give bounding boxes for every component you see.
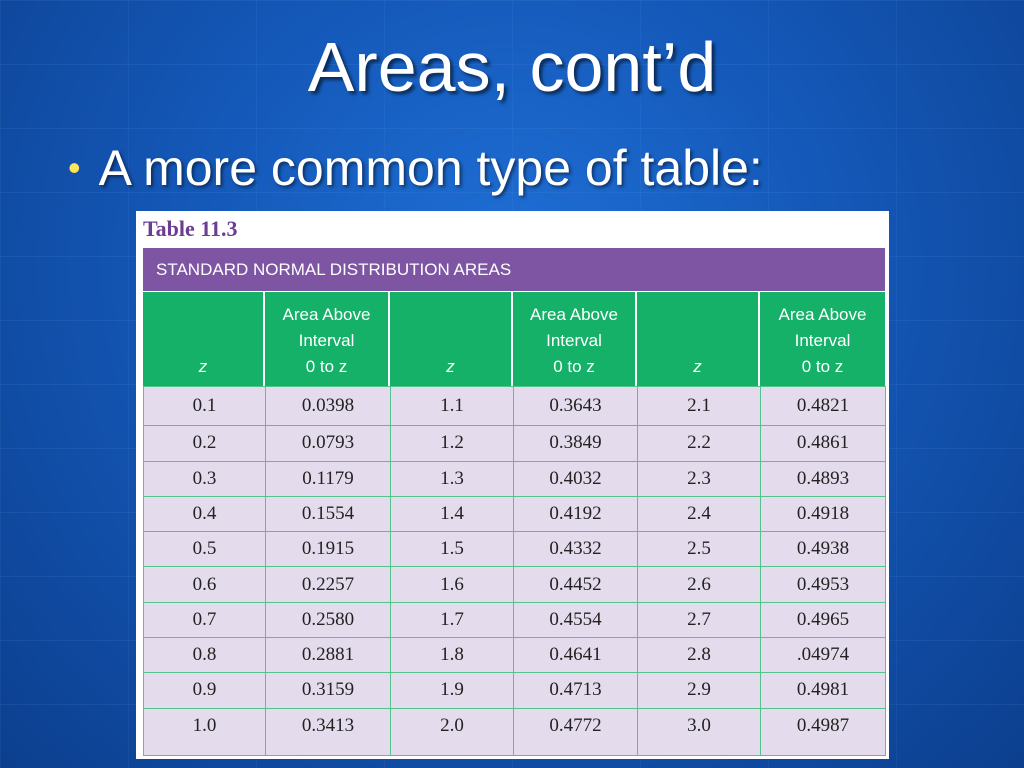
cell-area: 0.4772 (513, 707, 638, 757)
cell-area: 0.3413 (265, 707, 391, 757)
header-area: Area Above Interval 0 to z (265, 292, 390, 386)
slide-title: Areas, cont’d (307, 28, 717, 106)
cell-z: 2.0 (390, 707, 514, 757)
cell-z: 1.5 (390, 531, 514, 568)
cell-z: 2.3 (637, 460, 761, 497)
cell-z: 2.5 (637, 531, 761, 568)
cell-area: 0.4965 (760, 601, 886, 639)
distribution-table: 0.1 0.0398 1.1 0.3643 2.1 0.4821 0.2 0.0793 1.2 0… (143, 385, 886, 757)
table-row: 0.8 0.2881 1.8 0.4641 2.8.04974 (143, 636, 886, 674)
cell-z: 0.8 (143, 636, 266, 674)
table-row: 0.7 0.2580 1.7 0.4554 2.7 0.4965 (143, 601, 886, 639)
cell-z: 2.9 (637, 672, 761, 709)
cell-area: 0.4953 (760, 566, 886, 603)
cell-area: 0.2881 (265, 636, 391, 674)
header-area: Area Above Interval 0 to z (760, 292, 885, 386)
cell-z: 2.4 (637, 495, 761, 533)
cell-z: 1.3 (390, 460, 514, 497)
table-body: 0.1 0.0398 1.1 0.3643 2.1 0.4821 0.2 0.0793 1.2 0… (143, 385, 886, 757)
cell-area: 0.4452 (513, 566, 638, 603)
cell-z: 2.1 (637, 385, 761, 427)
table-row: 0.4 0.1554 1.4 0.4192 2.4 0.4918 (143, 495, 886, 533)
cell-z: 0.9 (143, 672, 266, 709)
cell-z: 3.0 (637, 707, 761, 757)
cell-z: 2.6 (637, 566, 761, 603)
header-z: z (143, 292, 265, 386)
cell-z: 1.8 (390, 636, 514, 674)
cell-area: 0.4981 (760, 672, 886, 709)
cell-area: 0.4987 (760, 707, 886, 757)
cell-area: 0.4554 (513, 601, 638, 639)
cell-area: 0.2580 (265, 601, 391, 639)
table-row: 0.5 0.1915 1.5 0.4332 2.5 0.4938 (143, 531, 886, 568)
cell-z: 2.7 (637, 601, 761, 639)
cell-area: 0.1179 (265, 460, 391, 497)
cell-z: 1.9 (390, 672, 514, 709)
cell-area: 0.1915 (265, 531, 391, 568)
table-row: 0.6 0.2257 1.6 0.4452 2.6 0.4953 (143, 566, 886, 603)
cell-area: 0.4713 (513, 672, 638, 709)
bullet-text: A more common type of table: (98, 140, 763, 196)
cell-area: 0.4192 (513, 495, 638, 533)
cell-z: 1.2 (390, 425, 514, 462)
cell-z: 0.2 (143, 425, 266, 462)
cell-area: 0.4641 (513, 636, 638, 674)
cell-z: 0.6 (143, 566, 266, 603)
cell-area: 0.4893 (760, 460, 886, 497)
cell-area: .04974 (760, 636, 886, 674)
cell-area: 0.4332 (513, 531, 638, 568)
cell-area: 0.3849 (513, 425, 638, 462)
table-row: 0.1 0.0398 1.1 0.3643 2.1 0.4821 (143, 385, 886, 427)
cell-area: 0.0398 (265, 385, 391, 427)
table-caption: Table 11.3 (143, 216, 238, 241)
cell-z: 1.7 (390, 601, 514, 639)
header-area: Area Above Interval 0 to z (513, 292, 637, 386)
cell-area: 0.2257 (265, 566, 391, 603)
table-row: 0.3 0.1179 1.3 0.4032 2.3 0.4893 (143, 460, 886, 497)
table-header-row: z Area Above Interval 0 to z z Area Abov… (143, 292, 885, 386)
table-row: 0.2 0.0793 1.2 0.3849 2.2 0.4861 (143, 425, 886, 462)
cell-area: 0.3159 (265, 672, 391, 709)
table-row: 1.0 0.3413 2.0 0.4772 3.0 0.4987 (143, 707, 886, 757)
table-band-title: STANDARD NORMAL DISTRIBUTION AREAS (143, 248, 885, 291)
cell-z: 1.4 (390, 495, 514, 533)
cell-z: 0.7 (143, 601, 266, 639)
cell-z: 0.5 (143, 531, 266, 568)
table-panel: Table 11.3 STANDARD NORMAL DISTRIBUTION … (136, 211, 889, 759)
cell-area: 0.3643 (513, 385, 638, 427)
cell-z: 1.6 (390, 566, 514, 603)
cell-z: 0.1 (143, 385, 266, 427)
bullet-item: • A more common type of table: (68, 138, 763, 198)
cell-z: 0.3 (143, 460, 266, 497)
header-z: z (390, 292, 513, 386)
header-z: z (637, 292, 760, 386)
cell-area: 0.0793 (265, 425, 391, 462)
cell-area: 0.4821 (760, 385, 886, 427)
cell-z: 2.2 (637, 425, 761, 462)
cell-z: 1.0 (143, 707, 266, 757)
cell-area: 0.1554 (265, 495, 391, 533)
cell-z: 0.4 (143, 495, 266, 533)
cell-z: 2.8 (637, 636, 761, 674)
cell-area: 0.4918 (760, 495, 886, 533)
cell-area: 0.4032 (513, 460, 638, 497)
cell-area: 0.4938 (760, 531, 886, 568)
table-row: 0.9 0.3159 1.9 0.4713 2.9 0.4981 (143, 672, 886, 709)
cell-z: 1.1 (390, 385, 514, 427)
bullet-dot-icon: • (68, 147, 81, 188)
cell-area: 0.4861 (760, 425, 886, 462)
